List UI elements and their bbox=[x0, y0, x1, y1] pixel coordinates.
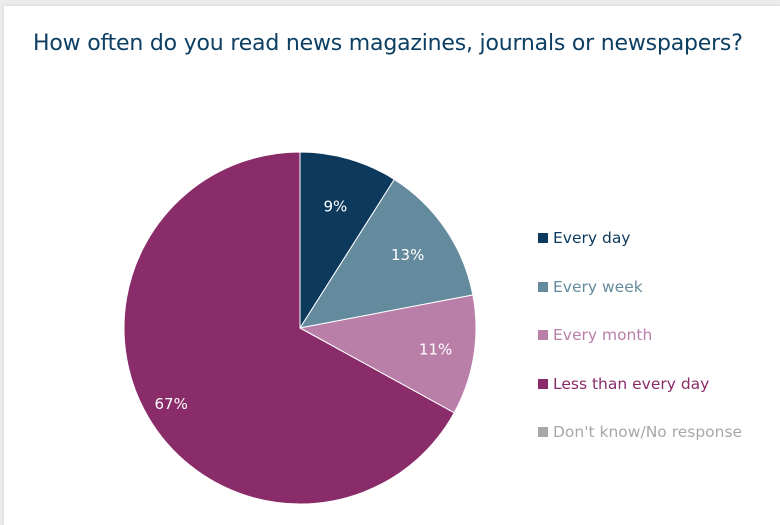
legend-label: Every week bbox=[553, 277, 643, 296]
legend-swatch bbox=[538, 378, 548, 389]
slice-label-every-month: 11% bbox=[419, 341, 452, 359]
legend-label: Don't know/No response bbox=[553, 423, 743, 441]
legend-swatch bbox=[538, 427, 548, 437]
legend-item-every-day: Every day bbox=[538, 226, 742, 250]
legend-label: Every day bbox=[553, 229, 631, 247]
slice-label-less-than-every-day: 67% bbox=[155, 395, 188, 413]
legend-label: Less than every day bbox=[553, 374, 710, 393]
legend-label: Every month bbox=[553, 326, 653, 344]
legend-swatch bbox=[538, 233, 548, 243]
legend-item-less-than-every-day: Less than every day bbox=[538, 372, 742, 396]
legend-item-every-week: Every week bbox=[538, 275, 742, 299]
legend-item-dont-know: Don't know/No response bbox=[538, 420, 742, 444]
slice-label-every-day: 9% bbox=[324, 197, 348, 215]
chart-title: How often do you read news magazines, jo… bbox=[33, 31, 743, 56]
chart-legend: Every day Every week Every month Less th… bbox=[538, 226, 742, 469]
pie-slice-every-week bbox=[298, 178, 474, 329]
pie-slice-every-day bbox=[299, 151, 396, 330]
legend-item-every-month: Every month bbox=[538, 323, 742, 347]
legend-swatch bbox=[538, 281, 548, 292]
slice-label-every-week: 13% bbox=[391, 246, 424, 264]
pie-slice-every-month bbox=[298, 294, 477, 414]
legend-swatch bbox=[538, 330, 548, 340]
pie-slice-less-than-every-day bbox=[123, 151, 455, 505]
